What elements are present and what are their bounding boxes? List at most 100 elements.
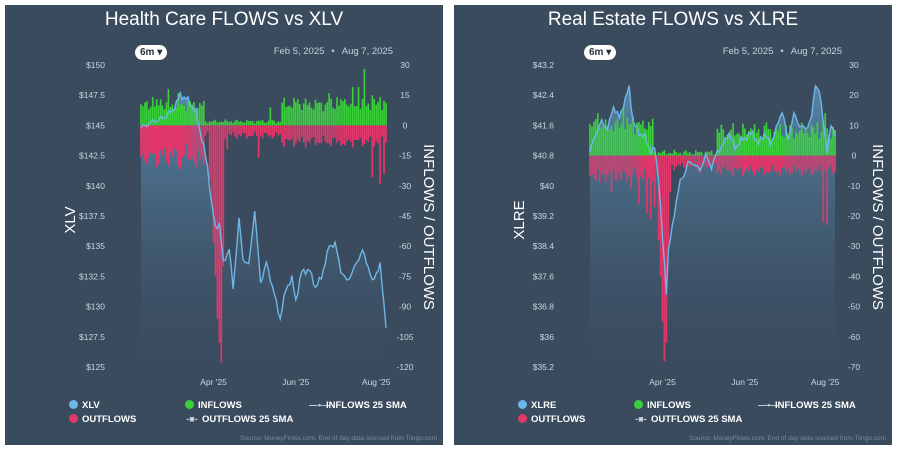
outflow-bar <box>367 125 370 143</box>
range-dropdown-button[interactable]: 6m ▾ <box>584 45 617 60</box>
outflow-bar <box>644 155 646 170</box>
outflow-bar <box>230 125 232 136</box>
inflow-bar <box>818 138 821 156</box>
inflow-bar <box>822 124 825 156</box>
outflow-bar <box>155 125 158 168</box>
legend-label: OUTFLOWS <box>531 414 586 425</box>
circle-icon <box>634 400 643 409</box>
y-left-tick-label: $40 <box>540 181 554 191</box>
inflow-bar <box>804 128 807 156</box>
inflow-bar <box>324 104 327 126</box>
outflow-bar <box>236 125 238 139</box>
outflow-bar <box>808 155 811 167</box>
inflow-bar <box>649 126 652 156</box>
legend-inflows-sma[interactable]: —•—INFLOWS 25 SMA <box>309 400 407 411</box>
inflow-bar <box>291 107 293 126</box>
inflow-bar <box>322 111 325 126</box>
outflow-bar <box>191 125 193 157</box>
inflow-bar <box>728 133 730 156</box>
outflow-bar <box>242 125 244 134</box>
outflow-bar <box>667 155 670 253</box>
inflow-bar <box>226 121 229 126</box>
outflow-bar <box>306 125 309 141</box>
inflow-bar <box>148 109 150 126</box>
range-dropdown-button[interactable]: 6m ▾ <box>135 45 168 60</box>
inflow-bar <box>673 149 676 156</box>
inflow-bar <box>589 123 591 156</box>
inflow-bar <box>671 153 674 156</box>
inflow-bar <box>344 99 346 126</box>
legend-outflows-sma[interactable]: -■- OUTFLOWS 25 SMA <box>634 414 742 425</box>
inflow-bar <box>712 154 715 156</box>
outflow-bar <box>646 155 648 213</box>
legend-price[interactable]: XLV <box>69 400 100 411</box>
legend-label: XLRE <box>531 400 557 411</box>
x-tick-label: Aug '25 <box>362 377 391 387</box>
inflow-bar <box>263 122 266 126</box>
inflow-bar <box>349 103 352 126</box>
inflow-bar <box>367 103 370 126</box>
outflow-bar <box>679 155 681 167</box>
outflow-bar <box>683 155 685 168</box>
inflow-bar <box>269 107 272 126</box>
outflow-bar <box>606 155 609 176</box>
outflow-bar <box>685 155 687 170</box>
inflow-bar <box>598 127 601 156</box>
inflow-bar <box>208 121 211 126</box>
outflow-bar <box>804 155 807 174</box>
inflow-bar <box>189 101 191 126</box>
legend-outflows[interactable]: OUTFLOWS <box>69 414 136 425</box>
inflow-bar <box>630 123 632 156</box>
inflow-bar <box>759 135 762 156</box>
inflow-bar <box>248 121 250 126</box>
outflow-bar <box>157 125 160 164</box>
inflow-bar <box>297 99 299 126</box>
inflow-bar <box>169 107 172 126</box>
y-right-tick-label: 20 <box>849 90 859 100</box>
inflow-bar <box>355 106 358 126</box>
outflow-bar <box>595 155 597 181</box>
outflow-bar <box>140 125 142 158</box>
outflow-bar <box>800 155 803 177</box>
x-tick-label: Jun '25 <box>731 377 758 387</box>
legend-outflows[interactable]: OUTFLOWS <box>518 414 585 425</box>
outflow-bar <box>749 155 752 166</box>
inflow-bar <box>602 127 605 156</box>
inflow-bar <box>377 101 379 126</box>
outflow-bar <box>314 125 317 146</box>
legend-inflows[interactable]: INFLOWS <box>185 400 242 411</box>
outflow-bar <box>832 155 834 174</box>
outflow-bar <box>371 125 374 178</box>
outflow-bar <box>373 125 376 147</box>
inflow-bar <box>610 125 613 156</box>
legend-outflows-sma[interactable]: -■- OUTFLOWS 25 SMA <box>185 414 293 425</box>
inflow-bar <box>365 106 368 126</box>
inflow-bar <box>826 128 828 156</box>
legend-label: INFLOWS 25 SMA <box>775 400 856 411</box>
outflow-bar <box>751 155 754 172</box>
inflow-bar <box>634 134 636 156</box>
caret-down-icon: ▾ <box>157 47 163 58</box>
outflow-bar <box>816 155 819 172</box>
outflow-bar <box>702 155 705 162</box>
legend-inflows[interactable]: INFLOWS <box>634 400 691 411</box>
inflow-bar <box>604 119 607 156</box>
outflow-bar <box>267 125 270 137</box>
outflow-bar <box>767 155 770 173</box>
inflow-bar <box>789 125 791 156</box>
inflow-bar <box>336 97 338 126</box>
outflow-bar <box>251 125 254 136</box>
legend-inflows-sma[interactable]: —•—INFLOWS 25 SMA <box>758 400 856 411</box>
inflow-bar <box>706 151 709 156</box>
outflow-bar <box>704 155 707 167</box>
outflow-bar <box>259 125 262 136</box>
inflow-bar <box>828 134 830 156</box>
outflow-bar <box>589 155 591 177</box>
inflow-bar <box>342 101 344 126</box>
inflow-bar <box>383 100 385 126</box>
inflow-bar <box>747 131 750 156</box>
y-left-tick-label: $36 <box>540 332 554 342</box>
y-right-tick-label: -30 <box>399 181 412 191</box>
inflow-bar <box>195 109 197 126</box>
legend-price[interactable]: XLRE <box>518 400 556 411</box>
